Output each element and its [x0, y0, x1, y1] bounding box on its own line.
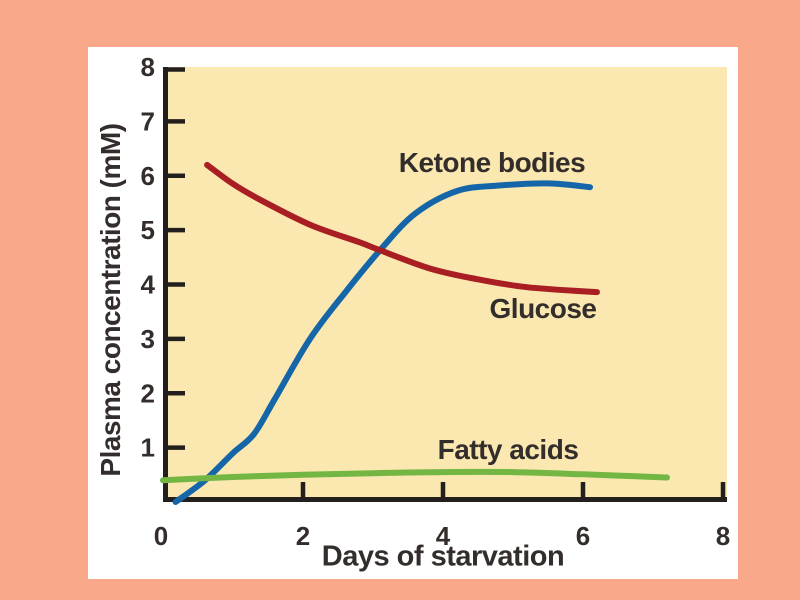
line-chart: 1 2 3 4 5 6 7 8 0 2 4 6 8	[141, 52, 731, 551]
y-tick-label: 3	[141, 324, 155, 354]
y-tick-label: 2	[141, 378, 155, 408]
x-tick-label: 2	[296, 521, 310, 551]
x-tick-label: 4	[436, 521, 451, 551]
y-tick-label: 7	[141, 106, 155, 136]
y-axis-title: Plasma concentration (mM)	[95, 123, 126, 477]
series-curve-glucose	[204, 161, 600, 296]
series-curve-ketone-bodies	[172, 180, 593, 505]
y-tick-label: 5	[141, 215, 155, 245]
series-curve-fatty-acids	[160, 468, 670, 484]
y-tick-label: 1	[141, 433, 155, 463]
x-axis-title: Days of starvation	[321, 540, 565, 573]
series-label-ketone-bodies: Ketone bodies	[398, 147, 586, 178]
x-tick-label: 8	[716, 521, 730, 551]
y-tick-label: 6	[141, 161, 155, 191]
x-tick-label: 0	[154, 521, 168, 551]
x-tick-label: 6	[576, 521, 590, 551]
y-tick-label: 8	[141, 52, 155, 82]
y-tick-label: 4	[141, 270, 156, 300]
axes	[163, 67, 727, 502]
series-label-glucose: Glucose	[489, 293, 597, 324]
tick-labels: 1 2 3 4 5 6 7 8 0 2 4 6 8	[141, 52, 731, 551]
series-label-fatty-acids: Fatty acids	[437, 434, 579, 465]
